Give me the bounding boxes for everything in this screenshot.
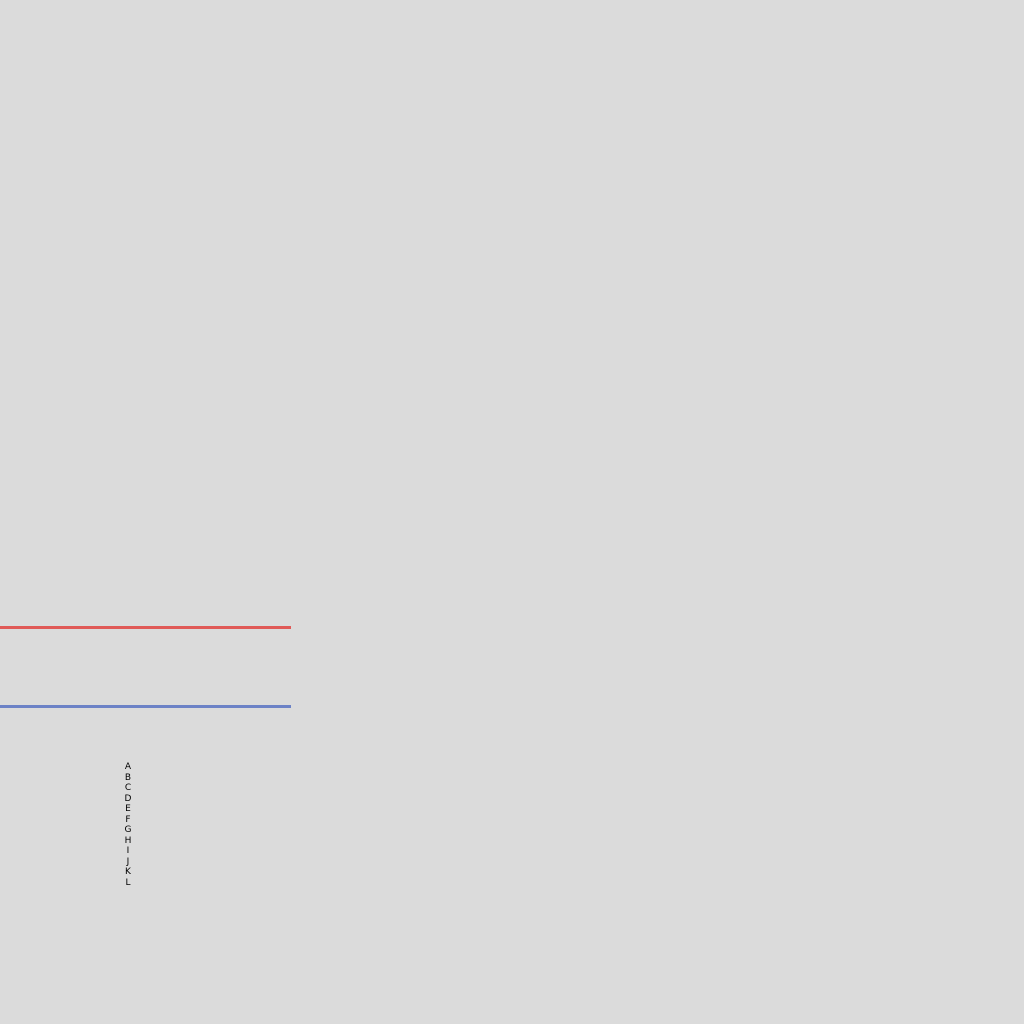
- letter-item: L: [125, 877, 131, 888]
- letter-item: I: [126, 846, 130, 856]
- letter-item: B: [124, 772, 132, 783]
- letter-item: E: [125, 804, 131, 814]
- blue-line: [0, 705, 291, 708]
- letter-item: K: [125, 867, 131, 877]
- red-line: [0, 626, 291, 629]
- letter-list: A B C D E F G H I J K L: [122, 762, 134, 888]
- letter-item: J: [126, 856, 130, 867]
- letter-item: G: [124, 825, 132, 835]
- letter-item: H: [124, 835, 132, 846]
- letter-item: F: [125, 814, 131, 825]
- letter-item: A: [124, 762, 132, 772]
- letter-item: D: [124, 793, 132, 804]
- letter-item: C: [124, 783, 132, 793]
